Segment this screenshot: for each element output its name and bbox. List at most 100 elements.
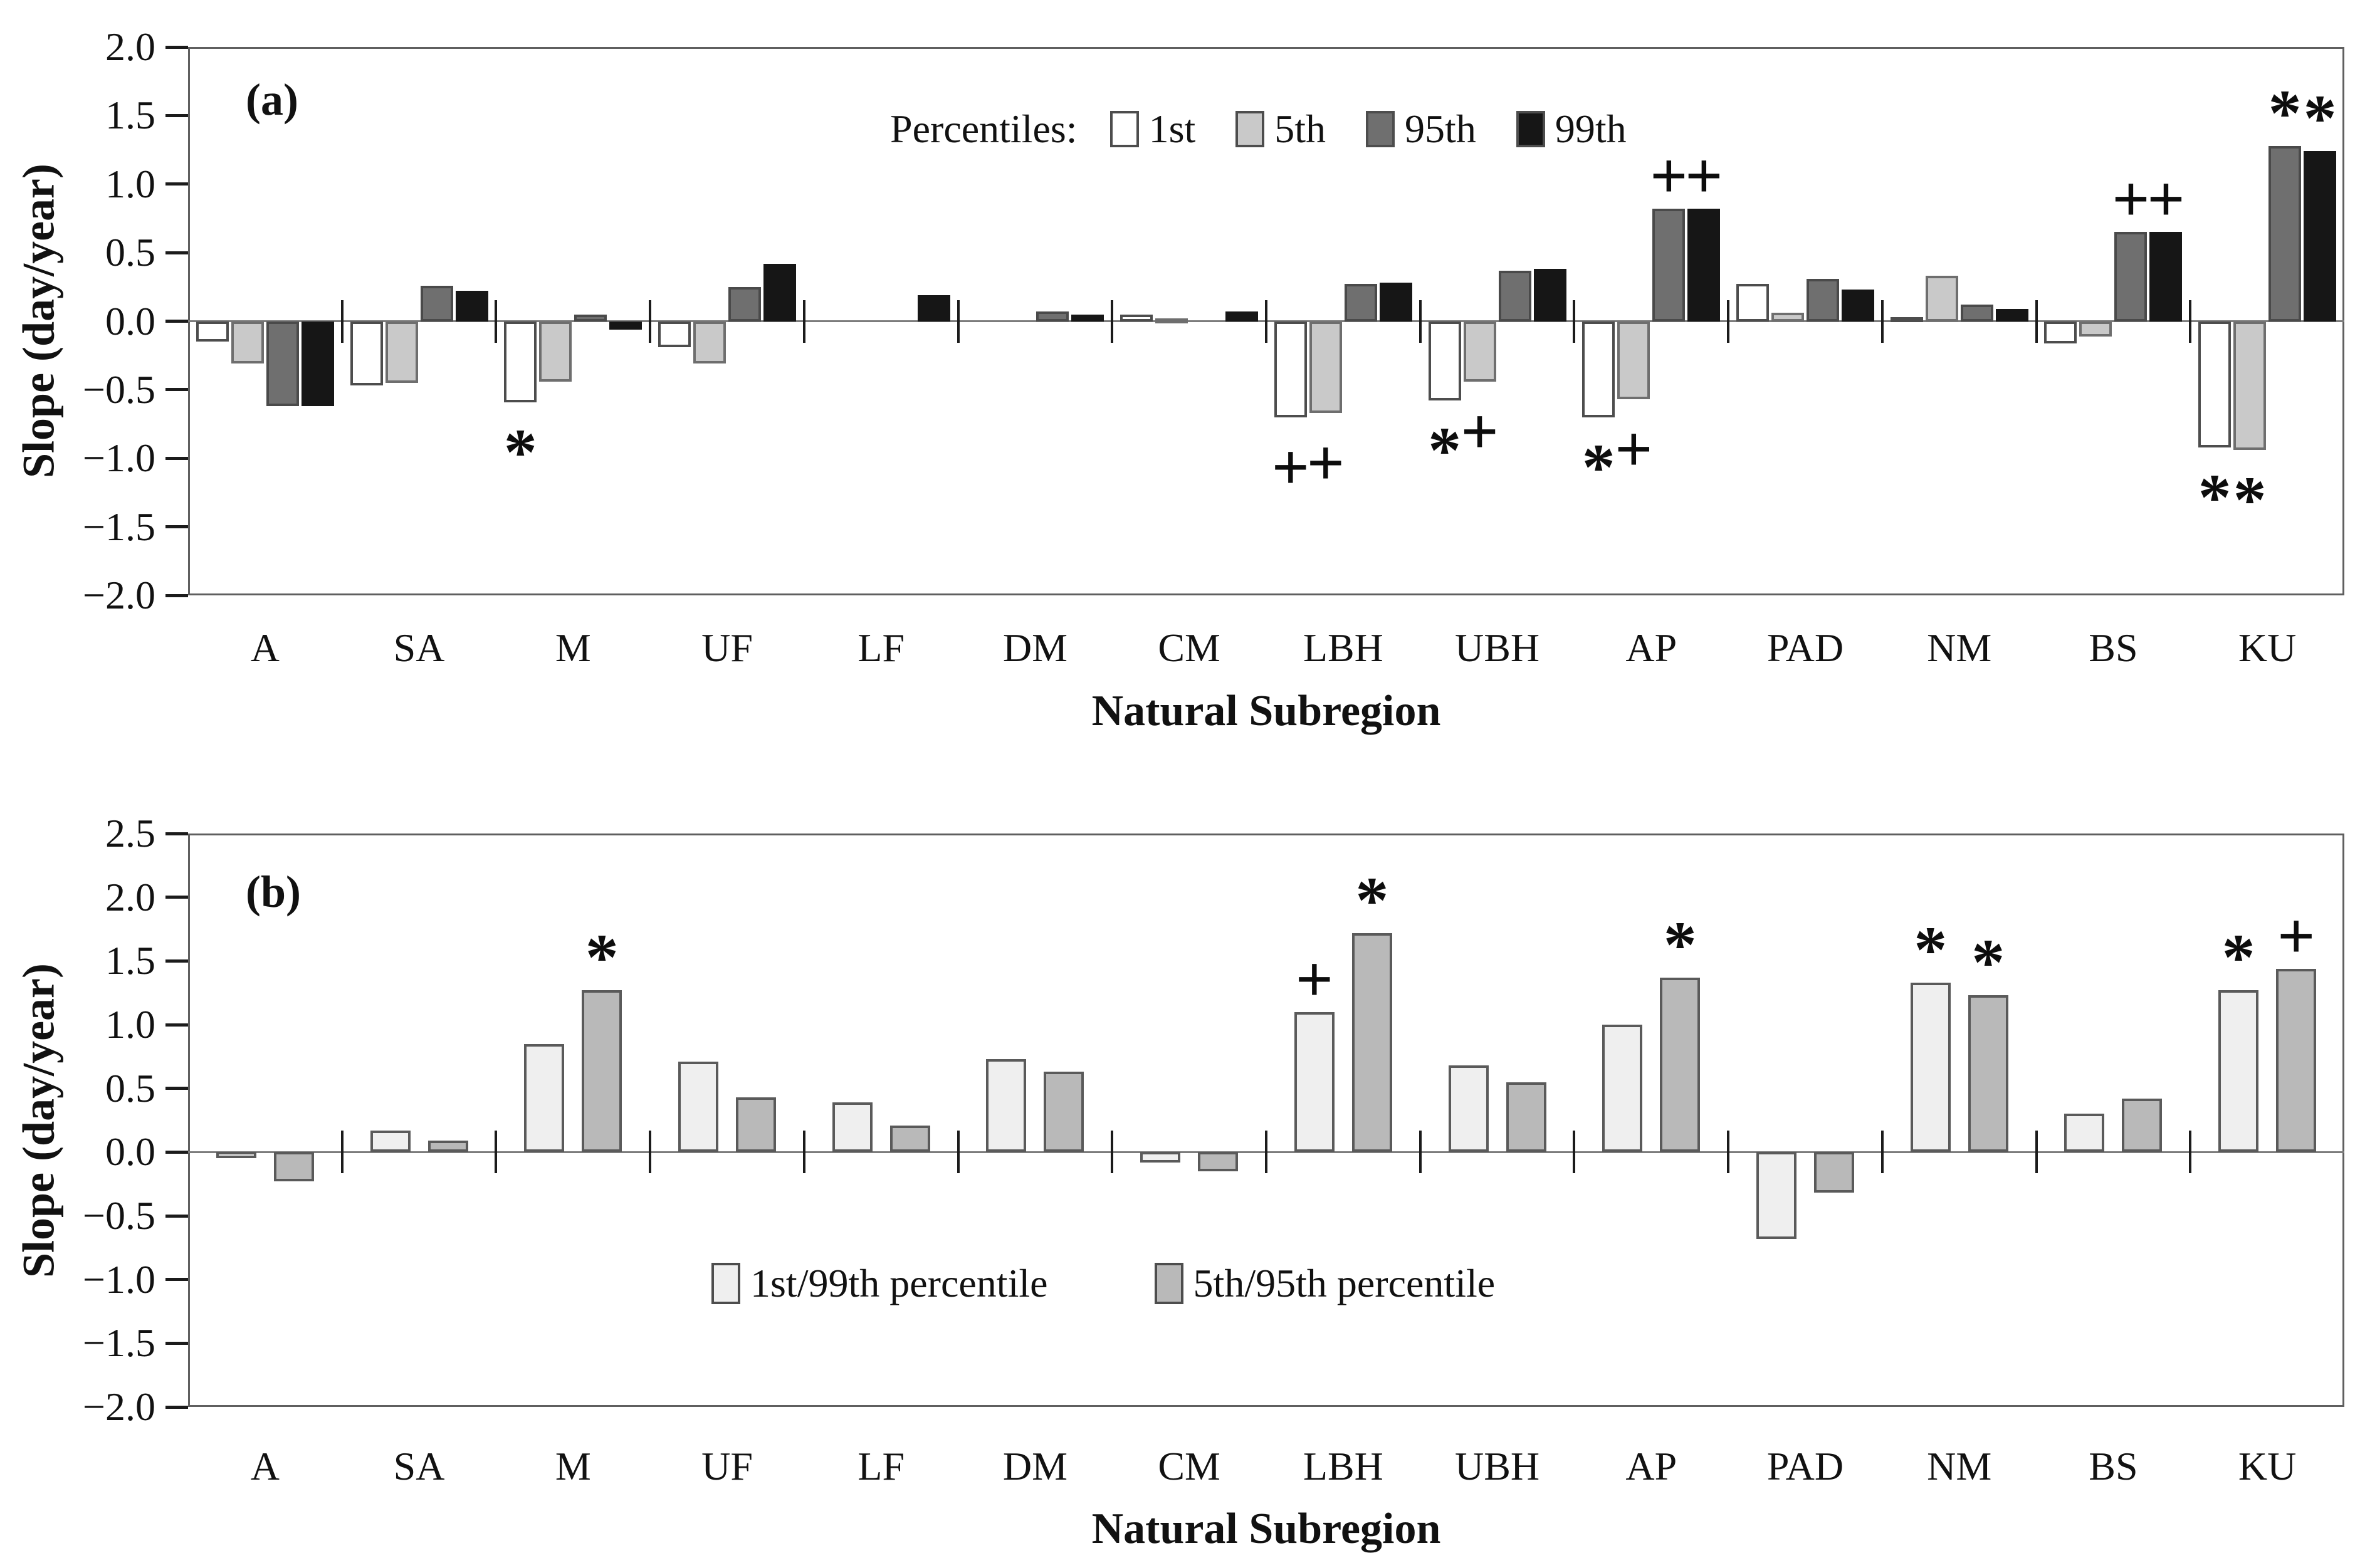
y-tick-label-a-−1.5: −1.5 xyxy=(82,504,155,549)
y-tick-label-b-0.0: 0.0 xyxy=(105,1129,155,1174)
legend-item-1st/99th percentile: 1st/99th percentile xyxy=(711,1260,1048,1307)
y-tick-a xyxy=(165,182,188,186)
bar-b-KU-1st/99th percentile xyxy=(2218,990,2259,1152)
bar-a-PAD-99th xyxy=(1842,290,1874,321)
legend-label: 1st xyxy=(1148,107,1196,151)
y-tick-label-a-0.5: 0.5 xyxy=(105,230,155,275)
category-separator-tick xyxy=(957,300,960,343)
significance-mark-*: * xyxy=(1663,907,1697,981)
y-tick-label-a-1.0: 1.0 xyxy=(105,161,155,206)
bar-b-LBH-1st/99th percentile xyxy=(1294,1011,1335,1152)
bar-a-AP-1st xyxy=(1582,321,1615,417)
x-category-label-a-LF: LF xyxy=(858,625,905,670)
significance-mark-+: + xyxy=(1615,412,1653,486)
bar-a-BS-5th xyxy=(2079,321,2112,337)
category-separator-tick xyxy=(1880,1131,1884,1174)
bar-b-CM-1st/99th percentile xyxy=(1140,1152,1181,1163)
x-category-label-a-NM: NM xyxy=(1927,625,1992,670)
bar-b-UF-1st/99th percentile xyxy=(678,1061,718,1152)
bar-b-UBH-1st/99th percentile xyxy=(1448,1065,1489,1152)
legend-label: 99th xyxy=(1555,107,1627,151)
category-separator-tick xyxy=(1880,300,1884,343)
bar-b-A-5th/95th percentile xyxy=(273,1152,314,1182)
significance-mark-*: * xyxy=(2303,81,2337,155)
category-separator-tick xyxy=(1419,1131,1422,1174)
bar-a-PAD-1st xyxy=(1736,284,1769,321)
x-category-label-a-KU: KU xyxy=(2238,625,2297,670)
bar-a-NM-99th xyxy=(1995,308,2028,321)
significance-mark-*: * xyxy=(503,415,537,489)
bar-b-DM-5th/95th percentile xyxy=(1044,1072,1084,1152)
y-tick-label-a-2.0: 2.0 xyxy=(105,24,155,69)
y-tick-label-b-0.5: 0.5 xyxy=(105,1065,155,1111)
bar-a-DM-99th xyxy=(1071,314,1104,321)
bar-a-DM-95th xyxy=(1036,311,1069,321)
y-tick-label-b-2.0: 2.0 xyxy=(105,874,155,919)
legend-swatch-99th xyxy=(1516,111,1545,147)
legend-panel-b: 1st/99th percentile 5th/95th percentile xyxy=(711,1252,1495,1315)
x-category-label-a-PAD: PAD xyxy=(1766,625,1844,670)
x-category-label-b-NM: NM xyxy=(1927,1444,1992,1488)
y-tick-b xyxy=(165,1087,188,1090)
bar-b-M-1st/99th percentile xyxy=(524,1043,565,1152)
bar-a-UF-1st xyxy=(658,321,691,348)
panel-label-b: (b) xyxy=(246,867,301,917)
x-category-label-b-BS: BS xyxy=(2089,1444,2138,1488)
bar-a-BS-95th xyxy=(2114,232,2148,321)
bar-a-A-95th xyxy=(266,321,299,407)
significance-mark-*: * xyxy=(1581,430,1615,504)
x-category-label-b-CM: CM xyxy=(1158,1444,1220,1488)
bar-a-KU-5th xyxy=(2233,321,2267,451)
x-category-label-b-KU: KU xyxy=(2238,1444,2297,1488)
bar-b-M-5th/95th percentile xyxy=(582,990,622,1152)
bar-a-A-99th xyxy=(301,321,334,407)
bar-a-SA-5th xyxy=(385,321,418,383)
significance-mark-+: + xyxy=(1685,139,1723,213)
category-separator-tick xyxy=(1111,300,1114,343)
y-tick-label-b-−1.0: −1.0 xyxy=(82,1257,155,1302)
y-tick-a xyxy=(165,388,188,392)
y-tick-a xyxy=(165,525,188,529)
y-tick-b xyxy=(165,832,188,835)
y-tick-b xyxy=(165,1214,188,1218)
y-tick-label-b-−2.0: −2.0 xyxy=(82,1384,155,1429)
x-category-label-a-BS: BS xyxy=(2089,625,2138,670)
bar-a-SA-95th xyxy=(420,285,453,321)
bar-a-SA-99th xyxy=(455,291,488,321)
y-tick-label-a-−0.5: −0.5 xyxy=(82,367,155,412)
bar-a-BS-1st xyxy=(2044,321,2077,343)
bar-a-KU-95th xyxy=(2268,145,2302,321)
significance-mark-*: * xyxy=(2221,921,2255,995)
bar-a-LBH-95th xyxy=(1344,284,1377,321)
category-separator-tick xyxy=(2035,1131,2038,1174)
category-separator-tick xyxy=(2189,1131,2192,1174)
bar-a-AP-99th xyxy=(1687,209,1721,321)
bar-a-NM-95th xyxy=(1960,305,1993,321)
x-category-label-a-DM: DM xyxy=(1002,625,1067,670)
x-category-label-b-DM: DM xyxy=(1002,1444,1067,1488)
y-tick-label-b-1.0: 1.0 xyxy=(105,1002,155,1047)
bar-b-BS-5th/95th percentile xyxy=(2122,1098,2163,1152)
bar-a-NM-1st xyxy=(1890,316,1923,322)
category-separator-tick xyxy=(802,300,805,343)
legend-item-5th: 5th xyxy=(1235,106,1326,152)
legend-swatch-95th xyxy=(1366,111,1395,147)
bar-a-M-99th xyxy=(609,321,643,330)
significance-mark-+: + xyxy=(1295,942,1334,1016)
x-category-label-b-LF: LF xyxy=(858,1444,905,1488)
y-tick-a xyxy=(165,456,188,460)
bar-a-UF-99th xyxy=(763,263,796,321)
category-separator-tick xyxy=(1727,1131,1730,1174)
category-separator-tick xyxy=(1419,300,1422,343)
x-category-label-a-AP: AP xyxy=(1625,625,1677,670)
category-separator-tick xyxy=(802,1131,805,1174)
significance-mark-+: + xyxy=(2277,899,2316,973)
bar-b-AP-1st/99th percentile xyxy=(1602,1025,1643,1152)
y-tick-label-a-−2.0: −2.0 xyxy=(82,573,155,617)
y-tick-label-b-1.5: 1.5 xyxy=(105,938,155,983)
x-category-label-b-PAD: PAD xyxy=(1766,1444,1844,1488)
significance-mark-*: * xyxy=(2233,463,2267,537)
bar-a-UF-5th xyxy=(693,321,726,364)
bar-b-LF-5th/95th percentile xyxy=(889,1125,930,1152)
